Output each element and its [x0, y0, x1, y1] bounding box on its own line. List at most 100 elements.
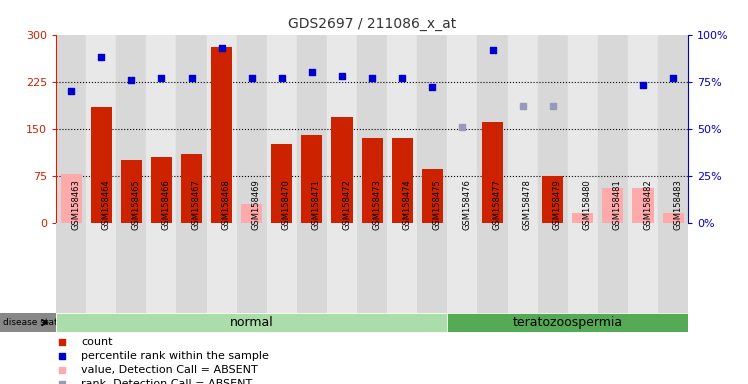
Bar: [542, 176, 563, 223]
Bar: [357, 35, 387, 223]
Bar: [61, 174, 82, 223]
Point: [186, 75, 197, 81]
Bar: [297, 223, 327, 313]
Bar: [56, 223, 86, 313]
Bar: [272, 144, 292, 223]
Bar: [447, 223, 477, 313]
Bar: [211, 47, 232, 223]
Bar: [241, 204, 263, 223]
Point: [336, 73, 348, 79]
Point: [423, 351, 435, 358]
Bar: [86, 35, 116, 223]
Text: GSM158472: GSM158472: [342, 179, 351, 230]
Bar: [628, 35, 658, 223]
Text: teratozoospermia: teratozoospermia: [512, 316, 623, 329]
Bar: [181, 154, 202, 223]
Bar: [508, 223, 538, 313]
Bar: [477, 223, 508, 313]
Bar: [301, 135, 322, 223]
Text: GSM158471: GSM158471: [312, 179, 321, 230]
Bar: [417, 223, 447, 313]
Point: [423, 224, 435, 230]
Text: disease state: disease state: [3, 318, 63, 327]
Bar: [236, 35, 267, 223]
Bar: [417, 35, 447, 223]
Point: [215, 45, 227, 51]
Point: [276, 75, 288, 81]
Bar: [177, 35, 206, 223]
Text: GSM158463: GSM158463: [71, 179, 80, 230]
Bar: [598, 35, 628, 223]
Text: GSM158467: GSM158467: [191, 179, 200, 230]
Point: [517, 103, 529, 109]
Bar: [56, 313, 447, 332]
Point: [637, 82, 649, 88]
Bar: [331, 118, 352, 223]
Text: normal: normal: [230, 316, 274, 329]
Bar: [658, 35, 688, 223]
Bar: [598, 223, 628, 313]
Bar: [116, 223, 147, 313]
Bar: [538, 223, 568, 313]
Text: count: count: [82, 336, 113, 347]
Point: [667, 75, 679, 81]
Point: [126, 77, 138, 83]
Text: GSM158468: GSM158468: [221, 179, 230, 230]
Bar: [477, 35, 508, 223]
Bar: [116, 35, 147, 223]
Text: GSM158478: GSM158478: [523, 179, 532, 230]
Point: [547, 103, 559, 109]
Bar: [327, 35, 357, 223]
Bar: [572, 214, 593, 223]
Bar: [56, 35, 86, 223]
Text: GSM158476: GSM158476: [462, 179, 471, 230]
Point: [95, 54, 107, 60]
Bar: [121, 160, 142, 223]
Point: [456, 124, 468, 130]
Bar: [147, 223, 177, 313]
Text: GSM158466: GSM158466: [162, 179, 171, 230]
Point: [426, 84, 438, 90]
Bar: [267, 35, 297, 223]
Bar: [297, 35, 327, 223]
Text: GSM158477: GSM158477: [492, 179, 501, 230]
Text: GSM158464: GSM158464: [101, 179, 110, 230]
Bar: [177, 223, 206, 313]
Bar: [147, 35, 177, 223]
Point: [396, 75, 408, 81]
Bar: [628, 223, 658, 313]
Text: GSM158470: GSM158470: [282, 179, 291, 230]
Point: [486, 46, 498, 53]
Bar: [482, 122, 503, 223]
Bar: [422, 169, 443, 223]
Text: GSM158481: GSM158481: [613, 179, 622, 230]
Bar: [327, 223, 357, 313]
Point: [306, 69, 318, 75]
Bar: [568, 223, 598, 313]
Text: GSM158473: GSM158473: [373, 179, 381, 230]
Bar: [236, 223, 267, 313]
Bar: [361, 138, 383, 223]
Bar: [538, 35, 568, 223]
Bar: [602, 188, 623, 223]
Bar: [663, 214, 684, 223]
Text: rank, Detection Call = ABSENT: rank, Detection Call = ABSENT: [82, 379, 253, 384]
Point: [367, 75, 378, 81]
Bar: [267, 223, 297, 313]
Text: GSM158469: GSM158469: [252, 179, 261, 230]
Bar: [206, 35, 236, 223]
Bar: [86, 223, 116, 313]
Text: GSM158482: GSM158482: [643, 179, 652, 230]
Point: [156, 75, 168, 81]
Text: GSM158474: GSM158474: [402, 179, 411, 230]
Text: GSM158479: GSM158479: [553, 179, 562, 230]
Bar: [447, 313, 688, 332]
Text: percentile rank within the sample: percentile rank within the sample: [82, 351, 269, 361]
Text: GSM158475: GSM158475: [432, 179, 441, 230]
Bar: [387, 223, 417, 313]
Bar: [633, 188, 654, 223]
Point: [246, 75, 258, 81]
Bar: [151, 157, 172, 223]
Point: [423, 97, 435, 103]
Bar: [508, 35, 538, 223]
